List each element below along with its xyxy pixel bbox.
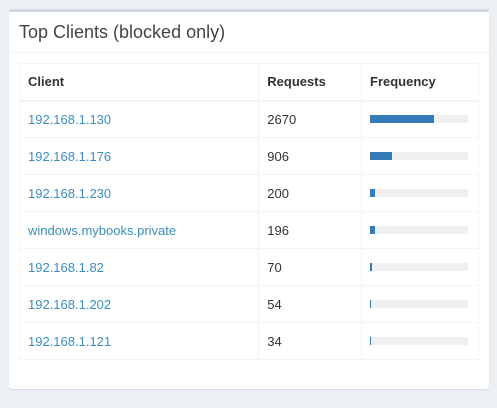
top-clients-panel: Top Clients (blocked only) Client Reques… [9, 9, 489, 389]
client-cell: 192.168.1.202 [18, 285, 260, 323]
frequency-cell [361, 211, 479, 249]
client-cell: 192.168.1.230 [18, 174, 260, 212]
table-row: windows.mybooks.private 196 [18, 211, 479, 249]
client-cell: 192.168.1.176 [18, 137, 260, 175]
client-link[interactable]: 192.168.1.130 [28, 111, 112, 127]
client-link[interactable]: 192.168.1.121 [28, 333, 112, 349]
requests-cell: 34 [258, 322, 363, 360]
frequency-cell [361, 285, 479, 323]
requests-cell: 54 [258, 285, 363, 323]
client-cell: 192.168.1.82 [18, 248, 260, 286]
table-row: 192.168.1.121 34 [18, 322, 479, 360]
frequency-bar [370, 300, 469, 308]
client-cell: windows.mybooks.private [18, 211, 260, 249]
frequency-bar [370, 152, 469, 160]
frequency-bar-fill [370, 115, 434, 124]
table-row: 192.168.1.230 200 [18, 174, 479, 212]
panel-header: Top Clients (blocked only) [9, 12, 489, 53]
header-client: Client [18, 63, 260, 102]
frequency-cell [361, 137, 479, 175]
frequency-bar [370, 189, 469, 197]
frequency-bar-fill [370, 189, 375, 197]
client-cell: 192.168.1.121 [18, 322, 260, 360]
frequency-bar-fill [370, 226, 375, 234]
frequency-bar-fill [370, 263, 372, 271]
frequency-cell [361, 322, 479, 360]
frequency-bar-fill [370, 337, 371, 345]
requests-cell: 2670 [258, 100, 363, 138]
table-row: 192.168.1.176 906 [18, 137, 479, 175]
frequency-cell [361, 248, 479, 286]
client-link[interactable]: 192.168.1.176 [28, 148, 112, 164]
frequency-cell [361, 174, 479, 212]
top-clients-table: Client Requests Frequency 192.168.1.130 … [18, 63, 479, 360]
panel-body: Client Requests Frequency 192.168.1.130 … [9, 53, 489, 370]
frequency-cell [361, 100, 479, 138]
panel-title: Top Clients (blocked only) [19, 22, 226, 42]
requests-cell: 70 [258, 248, 363, 286]
table-header-row: Client Requests Frequency [18, 63, 479, 102]
client-link[interactable]: 192.168.1.230 [28, 185, 112, 201]
frequency-bar [370, 337, 469, 345]
frequency-bar [370, 263, 469, 271]
frequency-bar-fill [370, 152, 392, 160]
table-row: 192.168.1.202 54 [18, 285, 479, 323]
requests-cell: 200 [258, 174, 363, 212]
client-cell: 192.168.1.130 [18, 100, 260, 138]
requests-cell: 196 [258, 211, 363, 249]
client-link[interactable]: windows.mybooks.private [28, 222, 177, 238]
frequency-bar [370, 115, 469, 124]
frequency-bar [370, 226, 469, 234]
client-link[interactable]: 192.168.1.82 [28, 259, 104, 275]
header-requests: Requests [258, 63, 363, 102]
table-row: 192.168.1.82 70 [18, 248, 479, 286]
frequency-bar-fill [370, 300, 371, 308]
client-link[interactable]: 192.168.1.202 [28, 296, 112, 312]
requests-cell: 906 [258, 137, 363, 175]
table-row: 192.168.1.130 2670 [18, 100, 479, 138]
header-frequency: Frequency [361, 63, 479, 102]
